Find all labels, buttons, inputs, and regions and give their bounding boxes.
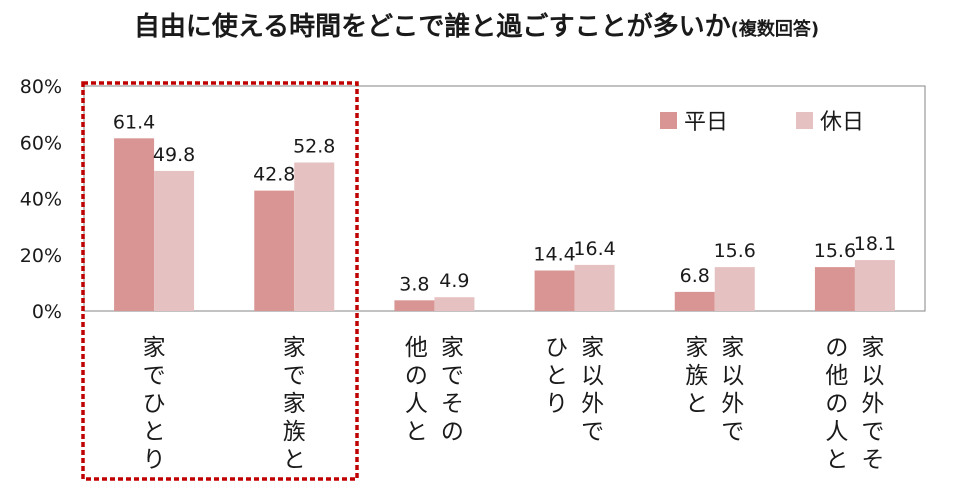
category-label-char: で xyxy=(143,363,166,389)
y-tick-label: 80% xyxy=(20,76,62,98)
category-label: 家族と xyxy=(685,335,708,417)
category-label-char: の xyxy=(405,363,428,389)
y-tick-label: 20% xyxy=(20,245,62,267)
legend-swatch xyxy=(660,112,677,129)
bar xyxy=(674,291,715,311)
bar xyxy=(394,300,435,311)
category-label-char: 家 xyxy=(143,335,166,361)
category-label-char: 家 xyxy=(283,391,306,417)
bar xyxy=(434,297,475,311)
category-label-char: で xyxy=(441,363,464,389)
data-label: 14.4 xyxy=(533,244,575,266)
category-label-char: 以 xyxy=(581,363,604,389)
y-tick-label: 40% xyxy=(20,189,62,211)
category-label-char: と xyxy=(283,447,306,473)
category-label: ひとり xyxy=(545,335,568,417)
data-label: 15.6 xyxy=(814,240,856,262)
category-label-char: 外 xyxy=(861,391,884,417)
y-tick-label: 60% xyxy=(20,132,62,154)
data-label: 4.9 xyxy=(439,270,469,292)
data-label: 6.8 xyxy=(680,265,710,287)
category-label-char: 外 xyxy=(581,391,604,417)
bar xyxy=(714,267,755,311)
category-label-char: そ xyxy=(441,391,464,417)
bar xyxy=(574,264,615,311)
data-label: 16.4 xyxy=(573,238,615,260)
category-label-char: 人 xyxy=(825,419,848,445)
y-tick-label: 0% xyxy=(32,301,62,323)
category-label-char: と xyxy=(545,363,568,389)
bar xyxy=(814,267,855,311)
bar xyxy=(534,270,575,311)
category-label-char: 以 xyxy=(861,363,884,389)
category-label-char: の xyxy=(441,419,464,445)
category-label-char: 家 xyxy=(861,335,884,361)
category-label-char: で xyxy=(581,419,604,445)
data-label: 49.8 xyxy=(153,144,195,166)
category-label-char: 族 xyxy=(283,419,306,445)
bars xyxy=(114,138,895,311)
legend-label: 平日 xyxy=(684,110,728,135)
highlight-box xyxy=(81,81,359,481)
category-label-char: の xyxy=(825,335,848,361)
category-label-char: 家 xyxy=(685,335,708,361)
category-label-char: 外 xyxy=(721,391,744,417)
category-label-char: 家 xyxy=(721,335,744,361)
chart-subtitle: (複数回答) xyxy=(730,19,820,40)
category-label-char: 他 xyxy=(825,363,848,389)
category-label-char: で xyxy=(283,363,306,389)
category-label-char: 他 xyxy=(405,335,428,361)
data-label: 61.4 xyxy=(113,111,155,133)
category-label-char: と xyxy=(143,419,166,445)
category-label-char: と xyxy=(405,419,428,445)
category-label-char: と xyxy=(825,447,848,473)
category-label-char: ひ xyxy=(545,335,568,361)
category-label-char: 家 xyxy=(581,335,604,361)
data-label: 18.1 xyxy=(854,233,896,255)
category-label-char: ひ xyxy=(143,391,166,417)
category-label-char: 以 xyxy=(721,363,744,389)
category-label-char: で xyxy=(861,419,884,445)
category-label-char: り xyxy=(143,447,166,473)
legend: 平日 休日 xyxy=(660,110,864,135)
legend-label: 休日 xyxy=(820,110,864,135)
bar xyxy=(254,190,295,311)
category-label-char: 家 xyxy=(283,335,306,361)
chart-title-main: 自由に使える時間をどこで誰と過ごすことが多いか xyxy=(133,12,731,42)
data-label: 3.8 xyxy=(399,273,429,295)
data-label: 52.8 xyxy=(293,136,335,158)
bar xyxy=(154,170,195,311)
chart-title: 自由に使える時間をどこで誰と過ごすことが多いか(複数回答) xyxy=(0,6,953,43)
category-label-char: と xyxy=(685,391,708,417)
category-labels: 家でひとり家で家族と家でその他の人と家以外でひとり家以外で家族と家以外でその他の… xyxy=(143,335,885,473)
category-label-char: り xyxy=(545,391,568,417)
category-label-char: 家 xyxy=(441,335,464,361)
data-label: 42.8 xyxy=(253,164,295,186)
category-label-char: 族 xyxy=(685,363,708,389)
bar xyxy=(294,162,335,311)
bar xyxy=(114,138,155,311)
data-label: 15.6 xyxy=(714,240,756,262)
category-label-char: そ xyxy=(861,447,884,473)
data-labels: 61.449.842.852.83.8 4.914.416.46.815.6 15.… xyxy=(113,111,896,295)
bar xyxy=(854,260,895,311)
y-axis-ticks: 0% 20% 40% 60% 80% xyxy=(20,76,62,323)
category-label-char: 人 xyxy=(405,391,428,417)
category-label-char: で xyxy=(721,419,744,445)
category-label-char: の xyxy=(825,391,848,417)
legend-swatch xyxy=(796,112,813,129)
